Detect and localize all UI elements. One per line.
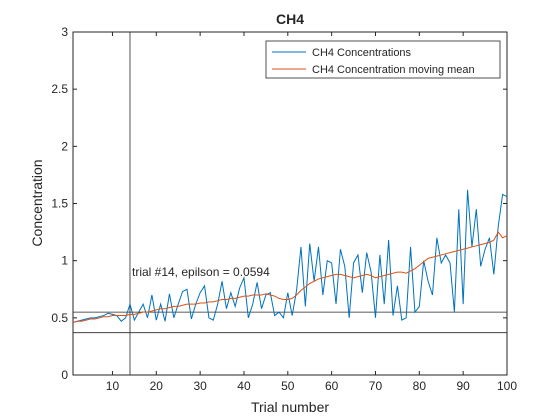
x-axis-label: Trial number (251, 399, 329, 415)
concentrations-line (72, 189, 508, 323)
y-tick-label: 2 (61, 139, 68, 153)
plot-area: 10 20 30 40 50 60 70 80 90 100 0 0.5 1 1.5 2 2.5 3 (51, 25, 517, 393)
legend-label-concentrations: CH4 Concentrations (312, 47, 412, 59)
annotation-label: trial #14, epilson = 0.0594 (132, 265, 270, 279)
x-tick-label: 70 (369, 379, 383, 393)
x-tick-label: 80 (413, 379, 427, 393)
y-tick-label: 2.5 (51, 82, 68, 96)
x-tick-label: 100 (497, 379, 517, 393)
y-axis-ticks: 0 0.5 1 1.5 2 2.5 3 (51, 25, 507, 382)
x-tick-label: 10 (106, 379, 120, 393)
x-axis-ticks: 10 20 30 40 50 60 70 80 90 100 (106, 32, 517, 393)
x-tick-label: 20 (150, 379, 164, 393)
legend: CH4 Concentrations CH4 Concentration mov… (265, 40, 501, 79)
axes-box (72, 31, 508, 376)
series-lines (72, 189, 508, 323)
chart-title: CH4 (276, 11, 304, 27)
moving-mean-line (72, 231, 508, 323)
y-tick-label: 3 (61, 25, 68, 39)
x-tick-label: 90 (456, 379, 470, 393)
y-tick-label: 0 (61, 368, 68, 382)
legend-box (265, 40, 501, 79)
x-tick-label: 60 (325, 379, 339, 393)
y-tick-label: 1.5 (51, 197, 68, 211)
y-axis-label: Concentration (29, 159, 45, 246)
x-tick-label: 30 (193, 379, 207, 393)
x-tick-label: 40 (237, 379, 251, 393)
legend-label-moving-mean: CH4 Concentration moving mean (312, 64, 475, 76)
x-tick-label: 50 (281, 379, 295, 393)
y-tick-label: 0.5 (51, 311, 68, 325)
y-tick-label: 1 (61, 254, 68, 268)
